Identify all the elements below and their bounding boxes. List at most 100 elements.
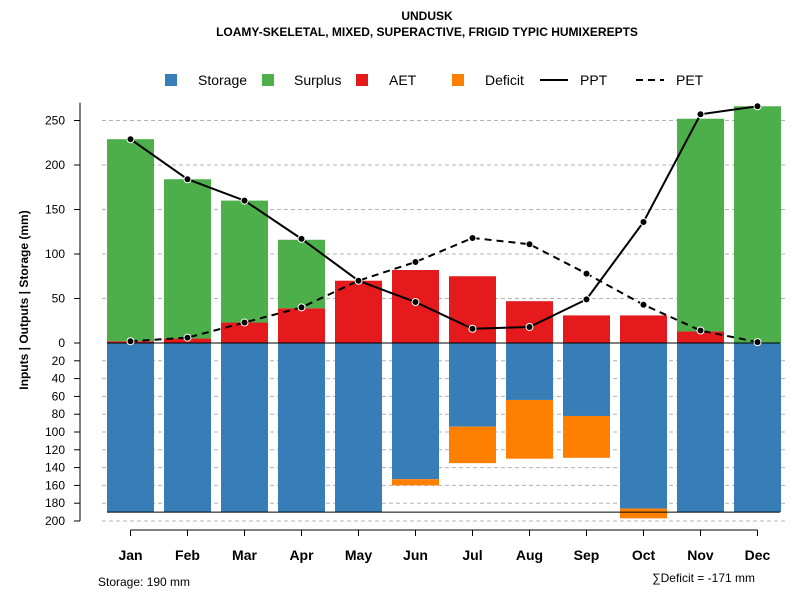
y-tick-label: 20: [52, 354, 66, 368]
legend-swatch: [262, 74, 274, 86]
aet-bar: [677, 331, 724, 343]
legend-label: PET: [676, 72, 704, 88]
surplus-bar: [107, 139, 154, 342]
deficit-bar: [620, 508, 667, 519]
pet-point: [753, 338, 762, 347]
chart-subtitle: LOAMY-SKELETAL, MIXED, SUPERACTIVE, FRIG…: [216, 25, 638, 39]
x-tick-label: May: [345, 547, 372, 563]
storage-bar: [506, 343, 553, 400]
legend-label: Surplus: [294, 72, 341, 88]
pet-point: [525, 240, 534, 249]
legend-label: AET: [389, 72, 417, 88]
y-tick-label: 100: [45, 247, 65, 261]
storage-bar: [734, 343, 781, 513]
x-tick-label: Dec: [745, 547, 771, 563]
x-tick-label: Feb: [175, 547, 200, 563]
ppt-point: [696, 110, 705, 119]
x-tick-label: Nov: [687, 547, 714, 563]
surplus-bar: [734, 106, 781, 343]
grid: [102, 120, 786, 522]
y-axis-label: Inputs | Outputs | Storage (mm): [17, 210, 31, 389]
storage-bar: [620, 343, 667, 509]
pet-point: [354, 276, 363, 285]
x-tick-label: Aug: [516, 547, 543, 563]
legend-label: Storage: [198, 72, 247, 88]
ppt-point: [753, 102, 762, 111]
y-tick-label: 40: [52, 372, 66, 386]
aet-bar: [221, 322, 268, 343]
y-tick-label: 250: [45, 114, 65, 128]
deficit-bar: [392, 479, 439, 486]
pet-point: [639, 300, 648, 309]
storage-bar: [392, 343, 439, 480]
deficit-bar: [506, 399, 553, 459]
aet-bar: [278, 308, 325, 343]
aet-bar: [449, 276, 496, 343]
storage-footnote: Storage: 190 mm: [98, 575, 190, 589]
storage-bar: [335, 343, 382, 513]
pet-point: [696, 326, 705, 335]
y-tick-label: 50: [52, 292, 66, 306]
bars: [107, 106, 781, 519]
legend: Storage Surplus AET Deficit PPT PET: [165, 72, 704, 88]
x-tick-label: Jul: [462, 547, 482, 563]
ppt-point: [240, 196, 249, 205]
aet-bar: [335, 280, 382, 343]
ppt-line: [129, 105, 758, 330]
x-tick-label: Jun: [403, 547, 428, 563]
legend-label: PPT: [580, 72, 608, 88]
x-tick-label: Apr: [289, 547, 314, 563]
storage-bar: [164, 343, 211, 513]
y-tick-label: 80: [52, 407, 66, 421]
surplus-bar: [221, 200, 268, 323]
pet-line: [130, 236, 758, 344]
pet-point: [297, 303, 306, 312]
legend-swatch: [165, 74, 177, 86]
surplus-bar: [677, 118, 724, 332]
y-tick-label: 200: [45, 514, 65, 528]
aet-bar: [563, 315, 610, 343]
y-tick-label: 100: [45, 425, 65, 439]
ppt-point: [183, 175, 192, 184]
y-tick-label: 200: [45, 158, 65, 172]
pet-point: [582, 269, 591, 278]
y-tick-label: 0: [58, 336, 65, 350]
ppt-point: [468, 324, 477, 333]
storage-bar: [221, 343, 268, 513]
ppt-point: [639, 217, 648, 226]
pet-point: [240, 318, 249, 327]
ppt-point: [525, 322, 534, 331]
deficit-footnote: ∑Deficit = -171 mm: [652, 571, 755, 585]
x-tick-label: Oct: [632, 547, 656, 563]
storage-bar: [563, 343, 610, 416]
storage-bar: [449, 343, 496, 427]
aet-bar: [620, 315, 667, 343]
aet-bar: [506, 301, 553, 343]
surplus-bar: [164, 179, 211, 339]
x-tick-label: Mar: [232, 547, 257, 563]
y-tick-label: 150: [45, 203, 65, 217]
axes: 0 50 100 150 200 250 20 40 60 80 100 120 140 160 180 20…: [45, 102, 771, 563]
y-tick-label: 160: [45, 478, 65, 492]
pet-point: [411, 258, 420, 267]
chart-title: UNDUSK: [401, 9, 453, 23]
aet-bar: [392, 270, 439, 343]
legend-label: Deficit: [485, 72, 524, 88]
pet-point: [468, 233, 477, 242]
x-tick-label: Jan: [118, 547, 142, 563]
pet-point: [183, 333, 192, 342]
lines: [126, 102, 762, 347]
legend-swatch: [356, 74, 368, 86]
ppt-point: [411, 298, 420, 307]
y-tick-label: 180: [45, 496, 65, 510]
storage-bar: [677, 343, 724, 513]
pet-point: [126, 337, 135, 346]
y-tick-label: 140: [45, 461, 65, 475]
y-tick-label: 60: [52, 389, 66, 403]
ppt-point: [126, 135, 135, 144]
legend-swatch: [452, 74, 464, 86]
x-tick-label: Sep: [574, 547, 600, 563]
storage-bar: [107, 343, 154, 513]
deficit-bar: [449, 426, 496, 464]
